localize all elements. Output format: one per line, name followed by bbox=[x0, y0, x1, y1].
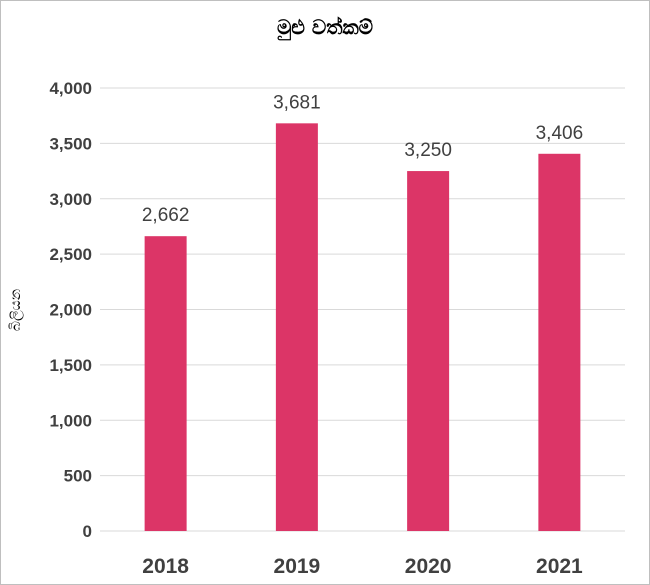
x-tick-label-2020: 2020 bbox=[405, 555, 452, 578]
chart-title: මුළු වත්කම් bbox=[277, 15, 373, 42]
data-label-2020: 3,250 bbox=[404, 140, 452, 161]
bar-2021 bbox=[538, 153, 581, 531]
x-axis-ticks: 2018 2019 2020 2021 bbox=[142, 555, 583, 578]
y-tick-label: 1,000 bbox=[49, 411, 92, 430]
data-label-2021: 3,406 bbox=[536, 123, 584, 144]
y-tick-label: 0 bbox=[83, 522, 92, 541]
bar-2019 bbox=[275, 123, 318, 531]
data-labels: 2,662 3,681 3,250 3,406 bbox=[142, 92, 583, 226]
y-tick-label: 3,500 bbox=[49, 134, 92, 153]
bars bbox=[144, 123, 581, 531]
bar-2020 bbox=[407, 171, 450, 531]
gridlines bbox=[100, 87, 625, 532]
y-tick-label: 1,500 bbox=[49, 356, 92, 375]
y-axis-ticks: 0 500 1,000 1,500 2,000 2,500 3,000 3,500 4,000 bbox=[49, 79, 92, 541]
x-tick-label-2019: 2019 bbox=[274, 555, 321, 578]
data-label-2018: 2,662 bbox=[142, 205, 190, 226]
bar-2018 bbox=[144, 236, 187, 531]
y-axis-label: බිලියන bbox=[8, 289, 24, 331]
x-tick-label-2021: 2021 bbox=[536, 555, 583, 578]
x-tick-label-2018: 2018 bbox=[142, 555, 189, 578]
y-tick-label: 3,000 bbox=[49, 190, 92, 209]
y-tick-label: 2,000 bbox=[49, 301, 92, 320]
data-label-2019: 3,681 bbox=[273, 92, 321, 113]
y-tick-label: 500 bbox=[64, 467, 92, 486]
y-tick-label: 2,500 bbox=[49, 245, 92, 264]
y-tick-label: 4,000 bbox=[49, 79, 92, 98]
